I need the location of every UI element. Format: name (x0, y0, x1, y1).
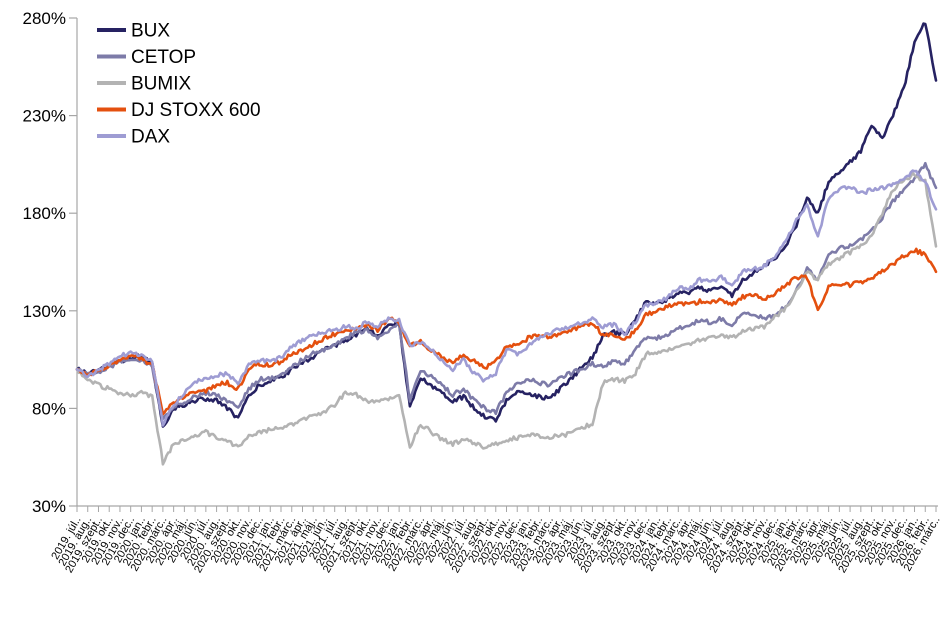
legend-label-dax: DAX (131, 127, 170, 148)
legend-label-bumix: BUMIX (131, 74, 192, 95)
y-tick-label: 280% (23, 9, 66, 28)
y-tick-label: 30% (32, 497, 66, 516)
series-line-bux (75, 22, 938, 428)
y-tick-label: 80% (32, 399, 66, 418)
series-line-dj-stoxx-600 (75, 247, 938, 416)
y-tick-label: 130% (23, 302, 66, 321)
y-tick-label: 180% (23, 204, 66, 223)
series-line-bumix (75, 171, 938, 466)
legend-label-cetop: CETOP (131, 47, 196, 68)
legend-label-bux: BUX (131, 21, 170, 42)
legend-label-dj-stoxx-600: DJ STOXX 600 (131, 100, 261, 121)
y-tick-label: 230% (23, 107, 66, 126)
series-line-dax (75, 169, 938, 427)
